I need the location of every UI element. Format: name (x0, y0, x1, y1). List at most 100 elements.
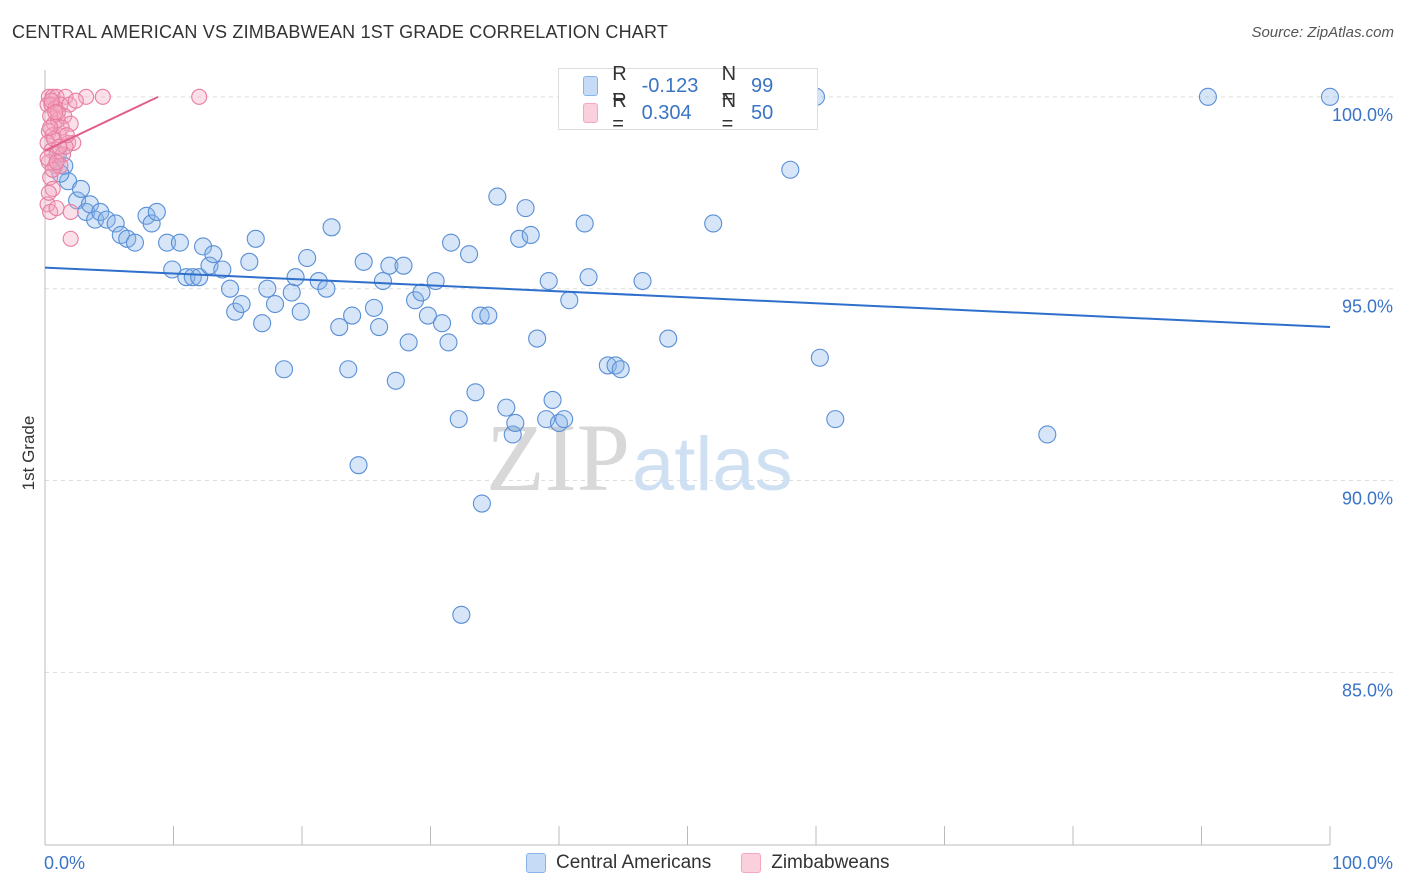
central-american-point (528, 329, 547, 348)
central-american-point (479, 306, 498, 325)
zimbabwean-point (40, 184, 57, 201)
central-american-point (810, 348, 829, 367)
zimbabwean-trend-line (44, 95, 159, 152)
central-american-point (543, 390, 562, 410)
central-american-point (373, 271, 393, 291)
central-american-point (343, 306, 362, 325)
central-american-point (506, 413, 525, 433)
central-american-point (274, 360, 294, 379)
central-american-point (286, 268, 305, 287)
central-american-point (704, 214, 723, 233)
central-american-point (539, 271, 558, 291)
central-american-point (406, 291, 425, 310)
central-american-point (521, 225, 540, 245)
central-american-point (220, 279, 240, 298)
central-american-point (246, 229, 265, 248)
central-american-point (560, 291, 579, 310)
grid-lines (45, 96, 1395, 673)
central-american-point (349, 456, 368, 475)
central-american-point (439, 333, 458, 352)
zimbabwean-point (94, 88, 111, 105)
zimbabwean-point (62, 230, 79, 247)
central-american-point (147, 202, 166, 222)
central-american-point (258, 279, 277, 298)
central-american-point (412, 283, 431, 302)
central-american-point (394, 256, 413, 275)
central-american-point (354, 252, 373, 271)
central-american-point (488, 187, 507, 206)
central-american-point (555, 410, 574, 429)
n-value: 99 (750, 74, 774, 97)
central-american-point (106, 214, 125, 233)
r-label: R = (612, 90, 627, 135)
central-american-point (471, 306, 490, 325)
central-american-point (826, 410, 845, 429)
central-american-point (190, 268, 209, 287)
central-american-point (97, 210, 116, 229)
central-american-point (1038, 425, 1057, 444)
central-american-point (426, 271, 445, 291)
central-american-point (226, 302, 245, 321)
central-american-point (380, 256, 399, 275)
legend-row-central-americans: R = -0.123 N = 99 (583, 63, 817, 108)
central-american-point (194, 237, 213, 256)
central-american-point (459, 245, 479, 264)
central-american-point (240, 252, 259, 271)
central-american-point (399, 333, 418, 352)
central-american-point (204, 245, 223, 264)
y-tick-label: 90.0% (1342, 489, 1393, 509)
legend-swatch-blue (583, 76, 599, 96)
chart-title: CENTRAL AMERICAN VS ZIMBABWEAN 1ST GRADE… (12, 22, 669, 42)
n-label: N = (721, 90, 737, 135)
central-american-point (510, 229, 529, 248)
central-american-point (317, 279, 336, 298)
y-tick-label: 95.0% (1342, 297, 1393, 317)
central-american-point (442, 233, 461, 252)
central-american-point (339, 360, 358, 379)
central-american-point (183, 268, 202, 287)
zimbabwean-point (191, 88, 208, 105)
legend-item-central-americans: Central Americans (526, 852, 711, 874)
legend-row-zimbabweans: R = 0.304 N = 50 (583, 90, 817, 135)
series-legend: Central Americans Zimbabweans (526, 852, 920, 874)
zimbabwean-point (48, 200, 65, 217)
central-american-point (370, 318, 389, 337)
zimbabwean-point (44, 161, 61, 178)
central-american-point (433, 314, 452, 333)
central-american-point (781, 160, 800, 179)
central-american-point (579, 268, 598, 287)
central-american-point (170, 233, 189, 252)
central-american-point (503, 425, 522, 444)
central-american-point (322, 218, 341, 237)
central-american-point (298, 248, 317, 268)
central-american-point (91, 202, 110, 222)
central-american-point (516, 199, 535, 218)
zimbabwean-point (67, 92, 84, 109)
r-value: -0.123 (641, 74, 699, 97)
central-american-point (449, 410, 468, 429)
central-american-point (1320, 87, 1340, 106)
legend-item-zimbabweans: Zimbabweans (741, 852, 890, 874)
central-american-point (452, 605, 471, 624)
central-american-point (466, 383, 485, 402)
zimbabwean-point (42, 119, 59, 136)
zimbabwean-point (78, 88, 95, 105)
central-american-point (611, 360, 630, 379)
central-american-point (282, 283, 301, 302)
legend-swatch-pink (741, 853, 762, 873)
central-american-point (291, 302, 310, 321)
central-american-point (575, 214, 594, 233)
trend-lines (44, 95, 1331, 329)
data-points (39, 87, 1340, 624)
x-tick-label-max: 100.0% (1332, 853, 1393, 873)
zimbabwean-point (48, 154, 65, 171)
r-label: R = (612, 63, 627, 108)
central-american-point (177, 268, 196, 287)
central-american-point (330, 318, 349, 337)
central-american-point (142, 214, 161, 233)
central-american-point (265, 294, 285, 314)
central-american-point (1198, 87, 1217, 106)
legend-swatch-blue (526, 853, 546, 873)
n-label: N = (721, 63, 737, 108)
central-american-point (364, 298, 384, 317)
